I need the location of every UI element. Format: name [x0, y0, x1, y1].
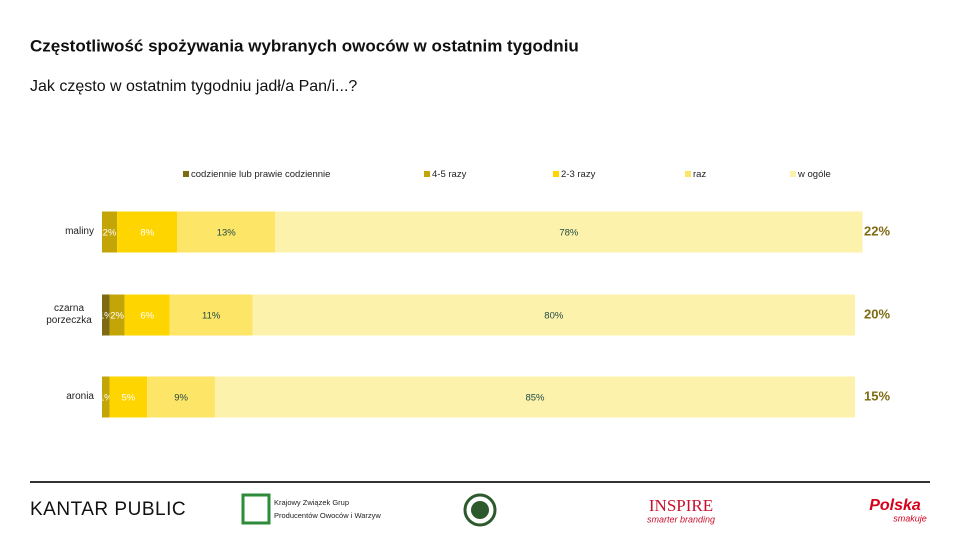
data-label: 13%: [217, 228, 237, 239]
logo-kantar: KANTAR PUBLIC: [30, 499, 186, 520]
data-label: 2%: [103, 228, 117, 239]
total-label: 22%: [864, 223, 890, 238]
bar-segment: [275, 211, 863, 253]
chart-subtitle: Jak często w ostatnim tygodniu jadł/a Pa…: [30, 78, 357, 95]
data-label: 5%: [121, 393, 135, 404]
bar-segment: [214, 376, 855, 418]
total-label: 20%: [864, 306, 890, 321]
bar-segment: [102, 376, 110, 418]
legend-swatch: [183, 171, 189, 177]
legend-label: 4-5 razy: [432, 169, 467, 180]
bar-segment: [124, 294, 170, 336]
legend-label: 2-3 razy: [561, 169, 596, 180]
data-label: 11%: [202, 311, 221, 322]
logo-kzgpow-icon: [241, 493, 271, 525]
bar-segment: [177, 211, 276, 253]
bar-segment: [117, 211, 178, 253]
bar-segment: [102, 211, 118, 253]
logo-polska: Polska: [869, 497, 921, 514]
legend-swatch: [685, 171, 691, 177]
chart-title: Częstotliwość spożywania wybranych owocó…: [30, 36, 579, 55]
category-label: maliny: [65, 226, 94, 237]
logo-kzgpow: Krajowy Związek Grup: [274, 498, 349, 507]
bar-segment: [169, 294, 253, 336]
data-label: 1%: [99, 311, 113, 322]
legend-swatch: [424, 171, 430, 177]
data-label: 1%: [99, 393, 113, 404]
bar-segment: [102, 294, 110, 336]
logo-inspire: INSPIRE: [649, 496, 713, 515]
data-label: 78%: [559, 228, 579, 239]
legend-label: codziennie lub prawie codziennie: [191, 169, 330, 180]
bar-segment: [109, 294, 125, 336]
data-label: 2%: [110, 311, 124, 322]
data-label: 6%: [140, 311, 154, 322]
logo-smakuje: smakuje: [893, 513, 927, 523]
legend-label: raz: [693, 169, 706, 180]
bar-segment: [147, 376, 215, 418]
legend-swatch: [790, 171, 796, 177]
legend-swatch: [553, 171, 559, 177]
category-label: czarna porzeczka: [46, 303, 92, 326]
legend-label: w ogóle: [797, 169, 831, 180]
logo-ministry: [471, 501, 489, 519]
data-label: 9%: [174, 393, 188, 404]
bar-segment: [252, 294, 856, 336]
logo-inspire-tag: smarter branding: [647, 514, 715, 524]
logo-kzgpow: Producentów Owoców i Warzyw: [274, 511, 381, 520]
category-label: aronia: [66, 391, 94, 402]
data-label: 80%: [544, 311, 564, 322]
total-label: 15%: [864, 388, 890, 403]
data-label: 85%: [525, 393, 545, 404]
bar-segment: [109, 376, 148, 418]
data-label: 8%: [140, 228, 154, 239]
